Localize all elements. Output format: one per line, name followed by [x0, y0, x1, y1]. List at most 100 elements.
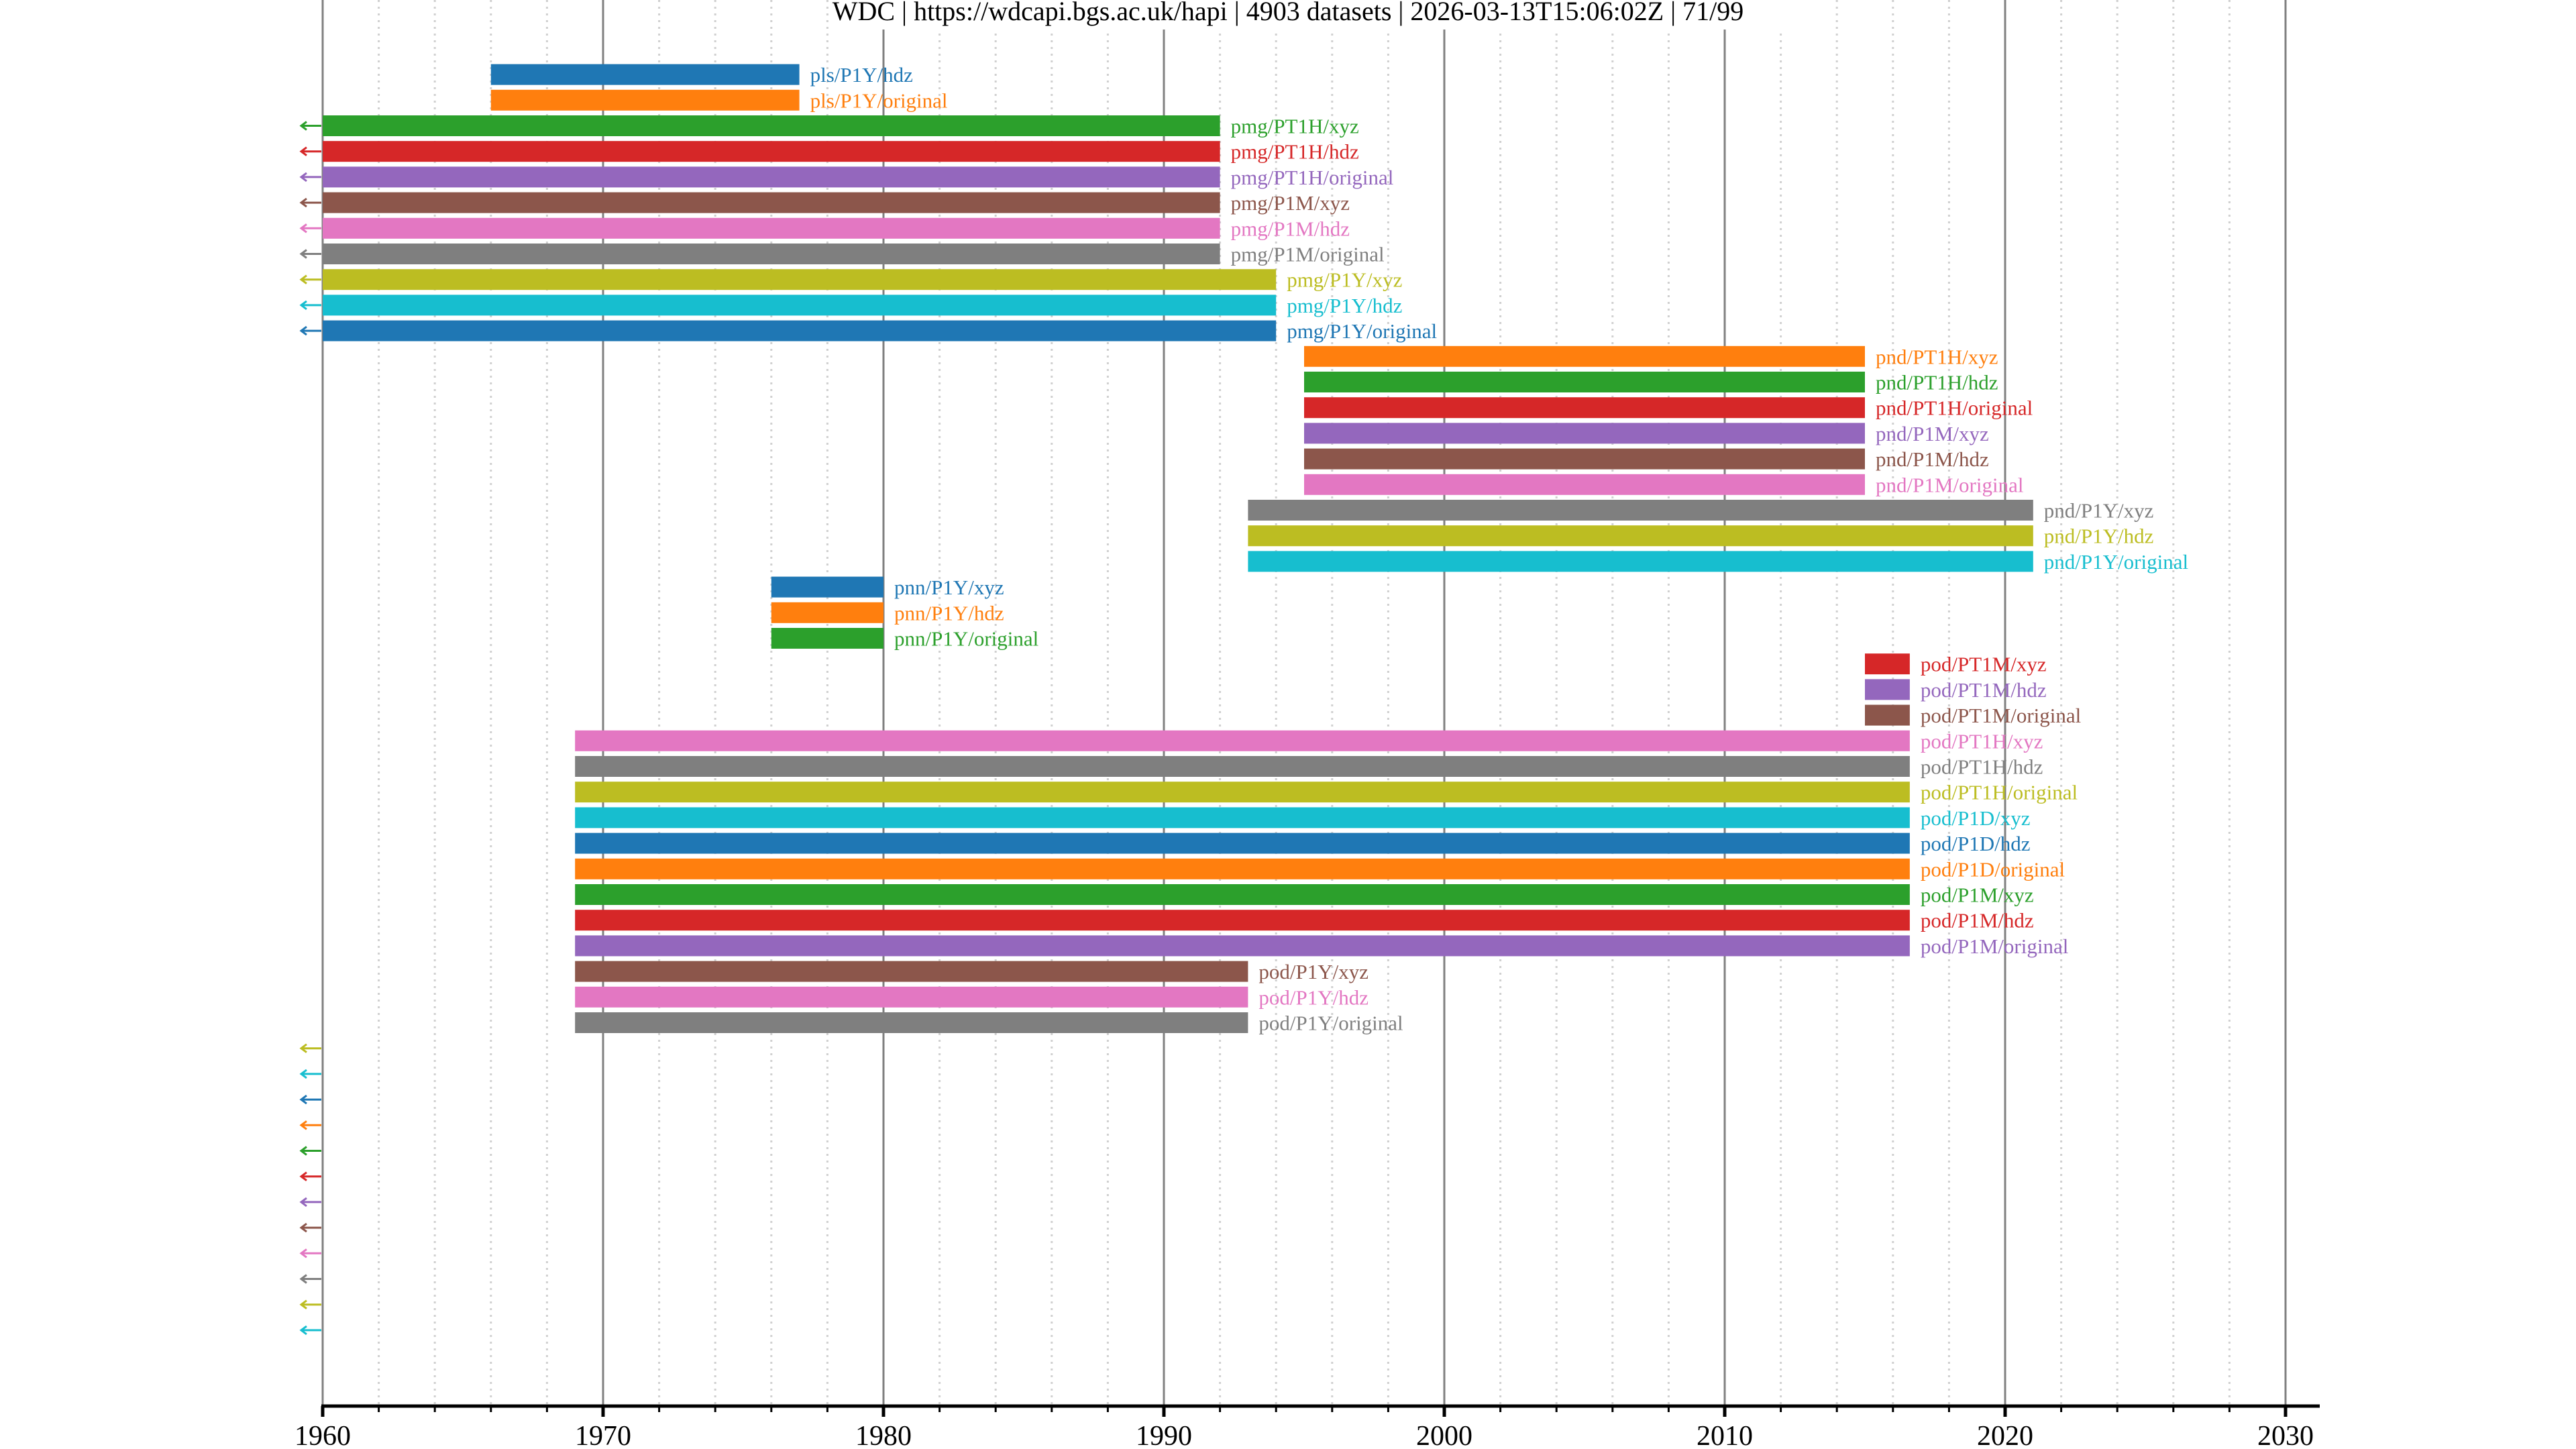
dataset-bar — [575, 1012, 1248, 1033]
dataset-bar — [490, 64, 800, 85]
dataset-label: pmg/P1Y/xyz — [1287, 268, 1402, 292]
left-arrow-icon — [299, 1325, 321, 1336]
x-tick-label: 1970 — [575, 1421, 631, 1449]
dataset-label: pod/P1D/xyz — [1921, 806, 2031, 830]
dataset-label: pnn/P1Y/xyz — [894, 576, 1004, 599]
dataset-bar — [771, 602, 883, 623]
left-arrow-icon — [299, 1171, 321, 1181]
left-arrow-icon — [299, 223, 321, 233]
dataset-bar — [1248, 551, 2033, 572]
dataset-label: pod/PT1H/xyz — [1921, 729, 2043, 753]
arrow-head — [299, 274, 307, 284]
x-axis: 1960 1970 1980 1990 2000 2010 2020 2030 — [294, 1404, 2320, 1449]
dataset-bar — [1248, 500, 2033, 521]
dataset-label: pod/P1Y/original — [1258, 1012, 1403, 1035]
dataset-bar — [1304, 474, 1865, 495]
dataset-bar — [1304, 345, 1865, 367]
dataset-label: pnn/P1Y/original — [894, 627, 1038, 651]
arrow-head — [299, 1171, 307, 1181]
dataset-bar — [1304, 372, 1865, 392]
dataset-bar — [575, 782, 1910, 803]
dataset-bar — [323, 217, 1220, 239]
left-arrow-icon — [299, 121, 321, 131]
dataset-bar — [1865, 679, 1910, 700]
dataset-label: pmg/PT1H/hdz — [1231, 140, 1359, 164]
dataset-label: pmg/P1M/xyz — [1231, 191, 1350, 215]
dataset-bar — [1865, 653, 1910, 675]
arrow-head — [299, 1248, 307, 1258]
arrow-head — [299, 121, 307, 131]
dataset-label: pnd/PT1H/hdz — [1876, 371, 1998, 394]
dataset-labels: pls/P1Y/hdzpls/P1Y/originalpmg/PT1H/xyzp… — [810, 63, 2188, 1034]
off-axis-arrows — [299, 121, 321, 1336]
x-tick-label: 1960 — [294, 1421, 351, 1449]
left-arrow-icon — [299, 1094, 321, 1105]
arrow-head — [299, 172, 307, 182]
left-arrow-icon — [299, 300, 321, 311]
dataset-label: pod/P1M/hdz — [1921, 909, 2034, 932]
dataset-bar — [1248, 525, 2033, 547]
dataset-label: pnd/P1M/original — [1876, 473, 2023, 496]
arrow-head — [299, 1120, 307, 1130]
arrow-head — [299, 1146, 307, 1156]
chart-title: WDC | https://wdcapi.bgs.ac.uk/hapi | 49… — [833, 0, 1744, 26]
dataset-label: pod/P1M/xyz — [1921, 883, 2034, 907]
dataset-label: pmg/PT1H/xyz — [1231, 115, 1359, 138]
dataset-label: pmg/P1M/original — [1231, 243, 1385, 266]
dataset-label: pod/PT1H/original — [1921, 781, 2078, 804]
arrow-head — [299, 1069, 307, 1079]
left-arrow-icon — [299, 146, 321, 156]
x-tick-label: 2010 — [1697, 1421, 1753, 1449]
dataset-label: pnd/P1M/xyz — [1876, 422, 1989, 445]
dataset-bar — [575, 858, 1910, 879]
x-tick-label: 1980 — [855, 1421, 912, 1449]
left-arrow-icon — [299, 1120, 321, 1130]
left-arrow-icon — [299, 197, 321, 208]
arrow-head — [299, 1197, 307, 1208]
x-tick-label: 2030 — [2257, 1421, 2314, 1449]
x-tick-label: 2020 — [1977, 1421, 2033, 1449]
arrow-head — [299, 197, 307, 208]
dataset-bar — [323, 141, 1220, 162]
arrow-head — [299, 300, 307, 311]
dataset-bar — [1304, 423, 1865, 444]
x-tick-label: 1990 — [1136, 1421, 1192, 1449]
dataset-label: pmg/P1Y/hdz — [1287, 294, 1402, 317]
arrow-head — [299, 1325, 307, 1336]
arrow-head — [299, 325, 307, 336]
dataset-bar — [323, 192, 1220, 213]
dataset-bar — [323, 269, 1277, 290]
dataset-label: pod/PT1M/xyz — [1921, 653, 2047, 676]
dataset-bar — [771, 576, 883, 598]
dataset-bar — [323, 115, 1220, 136]
dataset-label: pnd/P1Y/xyz — [2044, 499, 2154, 523]
left-arrow-icon — [299, 249, 321, 259]
dataset-bar — [575, 961, 1248, 982]
arrow-head — [299, 223, 307, 233]
dataset-bar — [575, 807, 1910, 828]
dataset-label: pod/PT1H/hdz — [1921, 755, 2043, 779]
dataset-bar — [1865, 704, 1910, 726]
dataset-bar — [323, 244, 1220, 264]
dataset-bar — [575, 833, 1910, 854]
left-arrow-icon — [299, 1069, 321, 1079]
left-arrow-icon — [299, 1248, 321, 1258]
dataset-label: pnn/P1Y/hdz — [894, 601, 1004, 625]
arrow-head — [299, 1222, 307, 1233]
dataset-bar — [575, 935, 1910, 957]
dataset-label: pnd/PT1H/original — [1876, 396, 2033, 420]
left-arrow-icon — [299, 1299, 321, 1309]
left-arrow-icon — [299, 1146, 321, 1156]
dataset-label: pnd/P1Y/original — [2044, 550, 2188, 574]
dataset-bar — [490, 89, 800, 111]
arrow-head — [299, 146, 307, 156]
dataset-label: pls/P1Y/hdz — [810, 63, 913, 87]
dataset-label: pmg/P1M/hdz — [1231, 217, 1350, 240]
dataset-bar — [575, 884, 1910, 905]
dataset-label: pmg/PT1H/original — [1231, 166, 1394, 189]
arrow-head — [299, 1299, 307, 1309]
arrow-head — [299, 1274, 307, 1284]
left-arrow-icon — [299, 1274, 321, 1284]
dataset-label: pod/PT1M/original — [1921, 704, 2081, 727]
left-arrow-icon — [299, 172, 321, 182]
